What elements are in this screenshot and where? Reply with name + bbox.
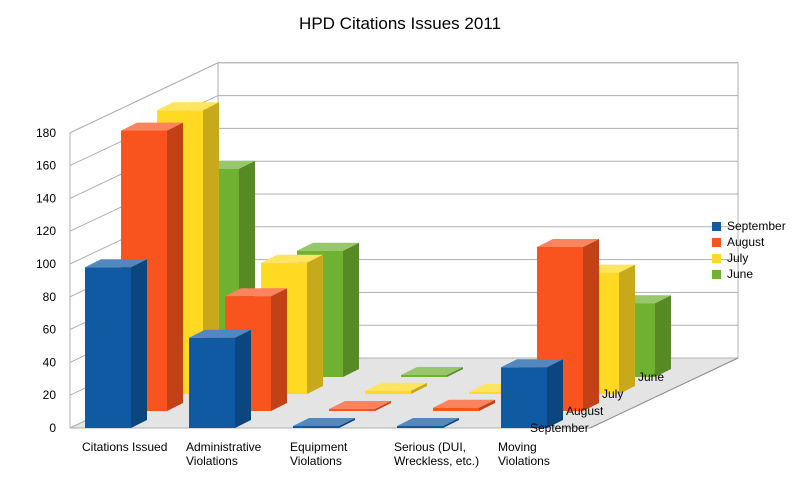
bar-side: [619, 264, 635, 394]
y-axis-ticks: 0 20 40 60 80 100 120 140 160 180: [36, 126, 56, 435]
bar-front: [433, 407, 479, 411]
bar-front: [365, 390, 411, 394]
y-tick-label: 140: [36, 191, 56, 205]
bar-side: [411, 382, 427, 394]
depth-axis-labels: June July August September: [530, 357, 739, 435]
gridline-left: [69, 62, 219, 134]
bar-top: [189, 329, 251, 338]
bar-top: [293, 418, 355, 426]
depth-label-september: September: [530, 421, 589, 435]
bar-top: [501, 359, 563, 368]
bar-front: [397, 426, 443, 428]
y-tick-label: 100: [36, 257, 56, 271]
chart-bars: [85, 102, 671, 428]
x-tick-label: Equipment Violations: [290, 440, 348, 468]
bar-side: [131, 259, 147, 428]
depth-label-june: June: [638, 370, 664, 384]
bar-top: [225, 288, 287, 297]
bar-top: [433, 399, 495, 408]
bar-top: [397, 418, 459, 426]
bar-side: [235, 329, 251, 428]
y-tick-label: 0: [49, 421, 56, 435]
y-tick-label: 180: [36, 126, 56, 140]
bar-side: [583, 239, 599, 411]
bar-september-3: [397, 418, 459, 428]
depth-label-august: August: [566, 404, 604, 418]
legend-item-august: August: [712, 234, 786, 250]
bar-august-2: [329, 401, 391, 411]
x-tick-label: Serious (DUI, Wreckless, etc.): [394, 440, 480, 468]
bar-side: [271, 288, 287, 411]
y-tick-label: 120: [36, 224, 56, 238]
bar-september-2: [293, 418, 355, 428]
bar-side: [655, 295, 671, 377]
bar-side: [375, 401, 391, 411]
legend: September August July June: [712, 218, 786, 282]
depth-label-july: July: [602, 387, 623, 401]
legend-swatch-august: [712, 237, 721, 247]
bar-september-0: [85, 259, 147, 428]
bar-top: [157, 102, 219, 111]
bar-side: [307, 254, 323, 394]
x-tick-label: Administrative Violations: [186, 440, 262, 468]
bar-side: [167, 122, 183, 411]
bar-front: [329, 409, 375, 411]
bar-side: [203, 102, 219, 395]
bar-front: [501, 367, 547, 428]
bar-front: [469, 392, 515, 394]
bar-front: [85, 267, 131, 428]
bar-side: [339, 418, 355, 428]
bar-june-2: [401, 367, 463, 377]
legend-label-august: August: [727, 235, 765, 249]
legend-swatch-june: [712, 269, 721, 279]
legend-swatch-july: [712, 253, 721, 263]
bar-front: [189, 337, 235, 428]
legend-swatch-september: [712, 221, 721, 231]
y-tick-label: 160: [36, 159, 56, 173]
legend-label-june: June: [727, 267, 754, 281]
bar-side: [479, 399, 495, 411]
bar-september-4: [501, 359, 563, 428]
bar-front: [401, 375, 447, 377]
bar-front: [293, 426, 339, 428]
y-tick-label: 60: [43, 323, 57, 337]
bar-july-2: [365, 382, 427, 394]
bar-september-1: [189, 329, 251, 428]
bar-top: [329, 401, 391, 409]
bar-top: [121, 122, 183, 131]
bar-side: [447, 367, 463, 377]
legend-label-september: September: [727, 219, 786, 233]
bar-side: [547, 359, 563, 428]
bar-august-3: [433, 399, 495, 411]
y-tick-label: 40: [43, 355, 57, 369]
bar-top: [297, 242, 359, 251]
y-tick-label: 20: [43, 388, 57, 402]
bar-top: [365, 382, 427, 391]
x-tick-label: Moving Violations: [498, 440, 550, 468]
legend-item-july: July: [712, 250, 786, 266]
x-tick-label: Citations Issued: [82, 440, 168, 454]
bar-top: [401, 367, 463, 375]
legend-item-june: June: [712, 266, 786, 282]
bar-top: [85, 259, 147, 268]
legend-item-september: September: [712, 218, 786, 234]
depth-axis-line: [589, 357, 739, 429]
chart-title: HPD Citations Issues 2011: [299, 14, 501, 33]
bar-top: [537, 239, 599, 247]
y-tick-label: 80: [43, 290, 57, 304]
bar-side: [343, 242, 359, 377]
legend-label-july: July: [727, 251, 749, 265]
bar-side: [443, 418, 459, 428]
bar-top: [261, 254, 323, 263]
